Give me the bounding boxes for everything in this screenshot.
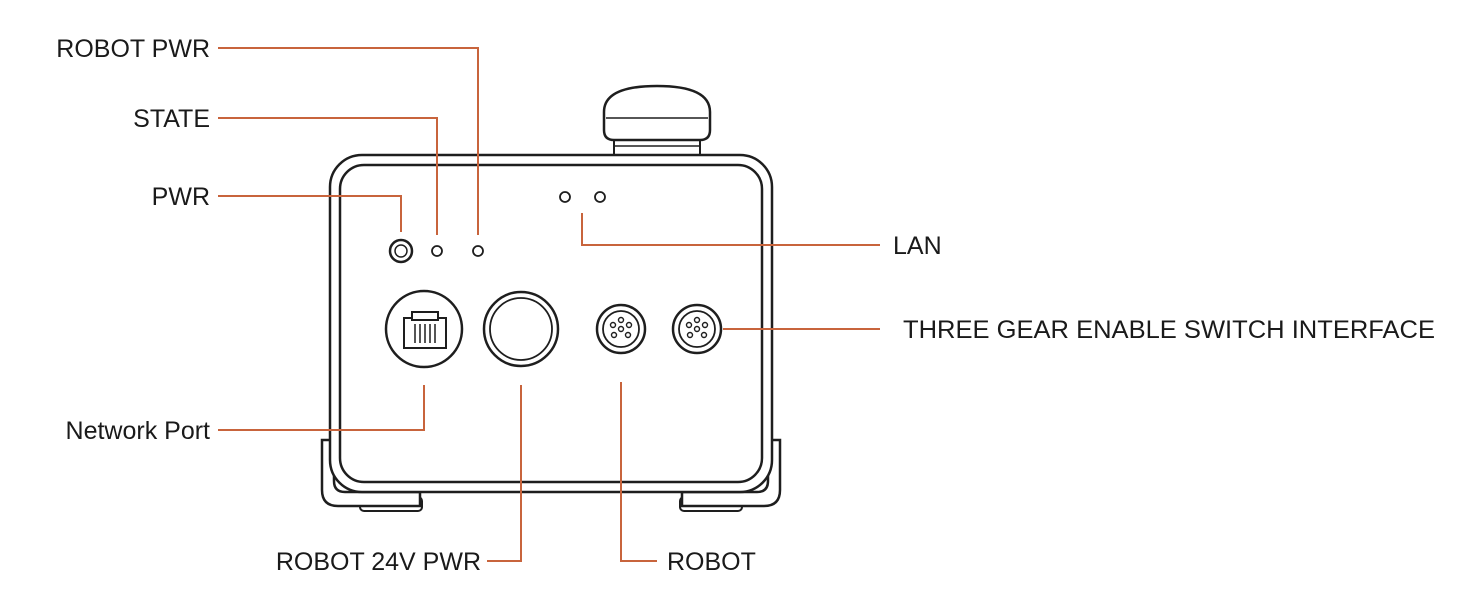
label-robot: ROBOT [667, 548, 756, 576]
leader-robot [620, 382, 657, 562]
lan-led-1 [559, 191, 571, 203]
leader-network-port [218, 385, 425, 431]
leader-lines [218, 47, 880, 562]
circular-connector-icon [609, 316, 633, 339]
leader-state [218, 117, 438, 235]
leader-pwr [218, 195, 402, 232]
leader-robot-24v-pwr [487, 385, 522, 562]
label-robot-pwr: ROBOT PWR [56, 35, 210, 63]
rj45-jack-icon [403, 311, 447, 349]
label-three-gear: THREE GEAR ENABLE SWITCH INTERFACE [903, 316, 1435, 344]
robot-pwr-led [472, 245, 484, 257]
robot-24v-pwr-socket[interactable] [482, 290, 560, 368]
network-port[interactable] [384, 289, 464, 369]
leader-robot-pwr [218, 47, 479, 235]
label-pwr: PWR [152, 183, 210, 211]
label-robot-24v-pwr: ROBOT 24V PWR [276, 548, 481, 576]
state-led [431, 245, 443, 257]
lan-led-2 [594, 191, 606, 203]
emergency-stop-knob[interactable] [602, 84, 712, 158]
robot-connector[interactable] [595, 303, 647, 355]
leader-lan [581, 213, 880, 246]
control-box [320, 84, 782, 512]
label-state: STATE [133, 105, 210, 133]
circular-connector-icon [685, 316, 709, 339]
label-network-port: Network Port [66, 417, 211, 445]
label-lan: LAN [893, 232, 942, 260]
three-gear-connector[interactable] [671, 303, 723, 355]
labels: ROBOT PWR STATE PWR Network Port ROBOT 2… [56, 35, 1435, 576]
pwr-button[interactable] [388, 238, 414, 264]
